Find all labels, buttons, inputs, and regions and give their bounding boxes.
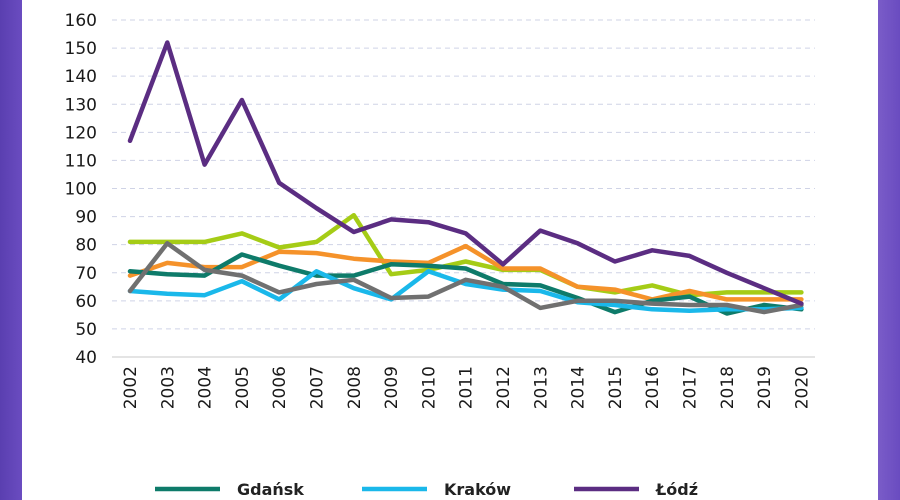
x-tick-label: 2006: [270, 366, 290, 409]
x-tick-label: 2016: [643, 366, 663, 409]
x-tick-label: 2018: [718, 366, 738, 409]
y-tick-label: 140: [65, 67, 97, 87]
series-line-2: [127, 40, 804, 306]
x-tick-label: 2011: [457, 366, 477, 409]
x-tick-label: 2004: [196, 366, 216, 409]
y-tick-label: 50: [75, 320, 97, 340]
legend-label: Gdańsk: [237, 480, 304, 499]
y-tick-label: 100: [65, 180, 97, 200]
series-lines: [127, 40, 804, 316]
x-tick-label: 2019: [755, 366, 775, 409]
y-tick-label: 110: [65, 151, 97, 171]
x-tick-label: 2002: [121, 366, 141, 409]
y-tick-label: 160: [65, 11, 97, 31]
series-line-4: [127, 243, 804, 302]
series-line-1: [127, 269, 804, 313]
x-tick-label: 2015: [606, 366, 626, 409]
x-tick-label: 2010: [419, 366, 439, 409]
y-tick-label: 80: [75, 236, 97, 256]
x-tick-label: 2009: [382, 366, 402, 409]
x-tick-label: 2014: [569, 366, 589, 409]
legend-label: Kraków: [444, 480, 511, 499]
y-tick-label: 90: [75, 208, 97, 228]
x-axis-tick-labels: 2002 2003 2004 2005 2006 2007 2008 2009 2010 2011…: [121, 366, 812, 409]
y-tick-label: 130: [65, 95, 97, 115]
x-tick-label: 2012: [494, 366, 514, 409]
y-tick-label: 150: [65, 39, 97, 59]
x-tick-label: 2008: [345, 366, 365, 409]
x-tick-label: 2007: [308, 366, 328, 409]
legend: Gdańsk Kraków Łódź: [155, 480, 698, 499]
y-tick-label: 40: [75, 348, 97, 368]
y-tick-label: 120: [65, 123, 97, 143]
legend-label: Łódź: [655, 480, 698, 499]
y-tick-label: 60: [75, 292, 97, 312]
x-tick-label: 2020: [792, 366, 812, 409]
y-axis-tick-labels: 40 50 60 70 80 90 100 110 120 130 140 150 160: [65, 11, 97, 368]
x-tick-label: 2013: [531, 366, 551, 409]
series-line-5: [127, 241, 804, 315]
y-tick-label: 70: [75, 264, 97, 284]
x-tick-label: 2005: [233, 366, 253, 409]
x-tick-label: 2017: [681, 366, 701, 409]
series-line-0: [127, 252, 804, 316]
x-tick-label: 2003: [158, 366, 178, 409]
